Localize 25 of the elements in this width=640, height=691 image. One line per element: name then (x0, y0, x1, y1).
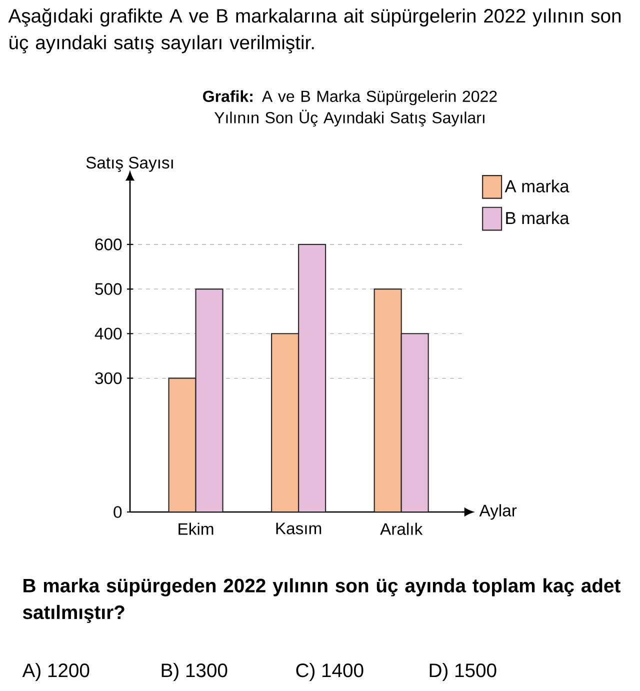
text: D) 1500 (430, 662, 496, 682)
x-tick-label: Aralık (380, 522, 423, 535)
y-tick-label: 300 (95, 372, 122, 384)
y-tick-label: 500 (95, 283, 122, 295)
text: B marka süpürgeden 2022 yılının son üç ayında toplam kaç adet satılmıştır? (22, 578, 620, 623)
text: Aşağıdaki grafikte A ve B markalarına ait süpürgelerin 2022 yılının son üç ayındaki satış sayıları verilmiştir. (8, 8, 621, 54)
legend-label: B marka (506, 211, 570, 224)
chart-title: Grafik: A ve B Marka Süpürgelerin 2022 Yılının Son Üç Ayındaki Satış Sayıları (203, 90, 497, 127)
x-tick-label: Ekim (178, 522, 214, 535)
bar (271, 333, 300, 512)
x-axis-title: Aylar (479, 504, 517, 520)
x-tick-label: Kasım (276, 522, 322, 534)
bar (195, 288, 224, 512)
text: A) 1200 (22, 662, 90, 682)
y-axis-title: Satış Sayısı (86, 156, 173, 172)
legend-label: A marka (504, 180, 570, 192)
text: B) 1300 (162, 662, 228, 682)
text: C) 1400 (296, 662, 364, 682)
bar (400, 333, 429, 512)
y-tick-label: 400 (94, 328, 122, 340)
bar (168, 378, 196, 512)
bar (374, 288, 402, 512)
y-tick-label: 0 (114, 506, 122, 518)
y-tick-label: 600 (95, 238, 122, 250)
bar (298, 244, 326, 512)
